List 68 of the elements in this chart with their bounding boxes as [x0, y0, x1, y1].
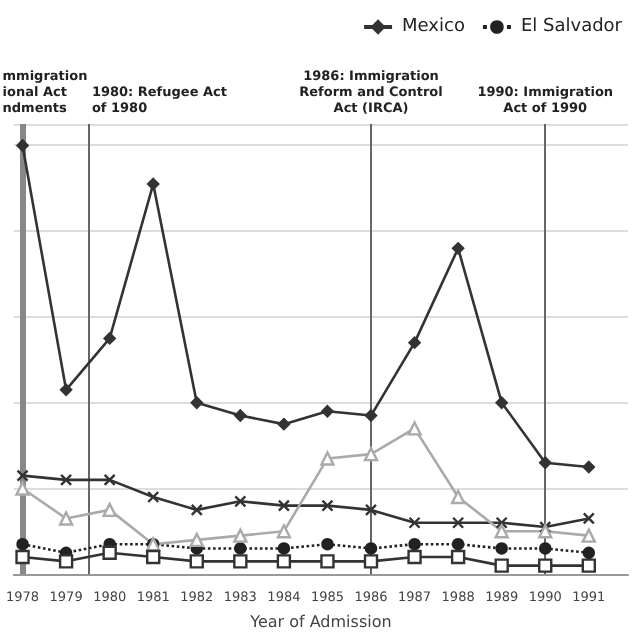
- point: [16, 537, 29, 551]
- point: [233, 528, 248, 543]
- point: [364, 409, 378, 422]
- point: [277, 542, 291, 555]
- point: [494, 524, 509, 539]
- point: [189, 554, 204, 569]
- point: [58, 554, 74, 569]
- point: [147, 177, 160, 191]
- point: [408, 537, 421, 551]
- point: [321, 537, 334, 551]
- point: [451, 242, 465, 255]
- point: [189, 532, 204, 548]
- point: [146, 549, 161, 565]
- point: [103, 473, 116, 487]
- point: [276, 554, 292, 569]
- point: [15, 549, 30, 565]
- point: [539, 520, 552, 534]
- x-axis-title: Year of Admission: [248, 613, 392, 631]
- point: [190, 396, 203, 409]
- point: [495, 542, 508, 555]
- point: [582, 512, 595, 525]
- point: [451, 537, 465, 551]
- point: [407, 549, 422, 565]
- point: [581, 558, 596, 573]
- point: [539, 542, 552, 555]
- point: [16, 139, 29, 152]
- point: [408, 516, 421, 529]
- point: [539, 456, 552, 469]
- point: [582, 460, 595, 474]
- point: [364, 542, 378, 555]
- point: [59, 383, 73, 397]
- point: [495, 396, 508, 409]
- point: [364, 503, 378, 517]
- point: [16, 469, 29, 482]
- point: [363, 554, 379, 569]
- point: [495, 516, 508, 529]
- point: [102, 545, 117, 560]
- point: [59, 473, 73, 487]
- point: [102, 502, 117, 518]
- point: [234, 409, 247, 422]
- point: [58, 511, 74, 526]
- point: [581, 528, 596, 543]
- point: [276, 524, 292, 539]
- point: [15, 481, 30, 496]
- point: [450, 549, 466, 565]
- point: [233, 554, 248, 569]
- point: [450, 489, 466, 505]
- point: [408, 336, 421, 349]
- point: [321, 405, 334, 418]
- point: [451, 516, 465, 529]
- point: [277, 499, 291, 512]
- legend-label: El Salvador: [520, 17, 623, 37]
- point: [538, 524, 553, 539]
- point: [582, 546, 595, 559]
- point: [147, 490, 160, 504]
- point: [277, 417, 291, 431]
- point: [538, 558, 553, 573]
- point: [407, 421, 422, 436]
- point: [103, 332, 116, 345]
- point: [234, 495, 247, 508]
- point: [234, 542, 247, 555]
- point: [363, 446, 379, 462]
- point: [321, 499, 334, 512]
- point: [190, 503, 203, 517]
- legend-label: Mexico: [402, 17, 466, 37]
- point: [320, 554, 335, 569]
- point: [494, 558, 509, 573]
- point: [320, 451, 335, 466]
